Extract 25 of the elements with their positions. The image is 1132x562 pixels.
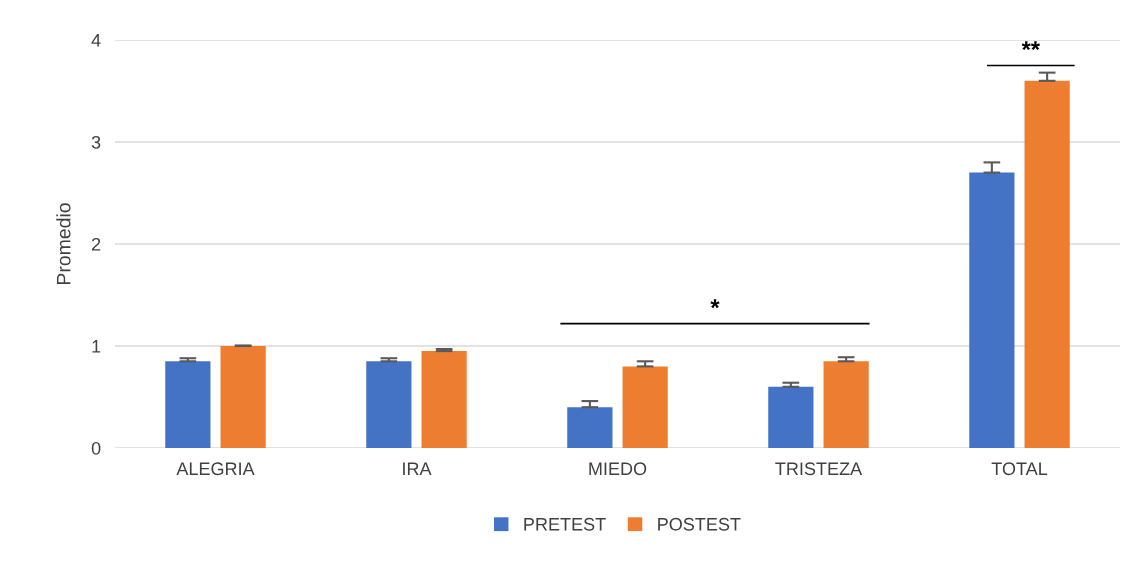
annotation: ** [1021, 41, 1040, 51]
bar [567, 407, 613, 448]
x-tick-label: TRISTEZA [775, 462, 863, 476]
bar [768, 386, 814, 448]
bar [622, 366, 668, 448]
y-tick-label: 4 [91, 34, 101, 47]
y-tick-label: 2 [91, 237, 101, 251]
legend-label: POSTEST [658, 517, 741, 531]
x-tick-label: ALEGRIA [176, 462, 255, 476]
bar [165, 361, 211, 448]
bar [220, 346, 266, 448]
y-tick-label: 3 [91, 135, 101, 149]
bar [421, 351, 467, 448]
x-tick-label: MIEDO [589, 462, 647, 476]
y-axis-title: Promedio [56, 203, 71, 285]
bar [1024, 80, 1070, 448]
annotation: * [710, 299, 720, 309]
y-tick-label: 1 [92, 340, 101, 353]
legend-label: PRETEST [524, 517, 606, 531]
x-tick-label: TOTAL [991, 462, 1048, 476]
bar [366, 361, 412, 448]
bar [969, 172, 1015, 448]
x-tick-label: IRA [403, 462, 432, 475]
bar [823, 361, 869, 448]
y-tick-label: 0 [91, 441, 101, 455]
